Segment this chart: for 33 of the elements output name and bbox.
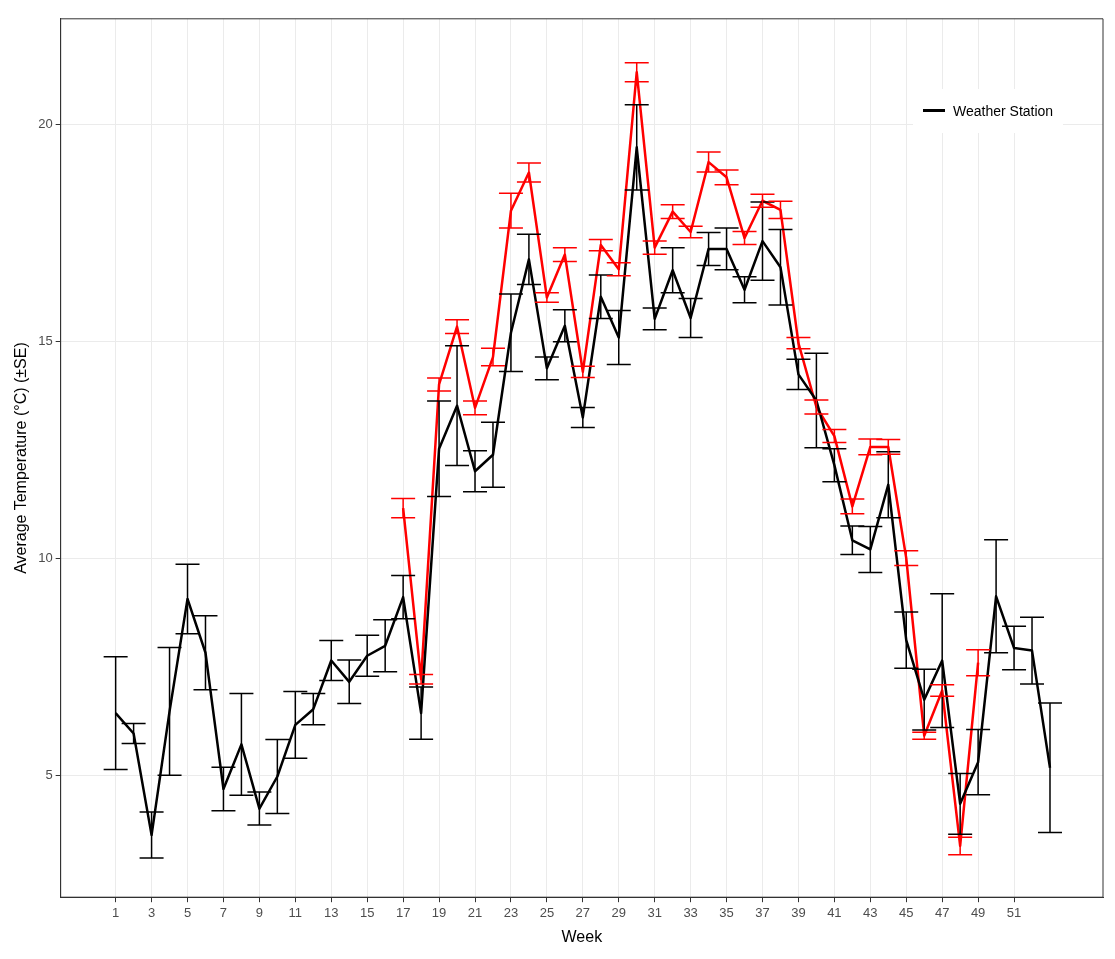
x-tick-label: 7 [219, 904, 228, 920]
x-tick-label: 33 [683, 904, 698, 920]
x-tick-label: 49 [970, 904, 986, 920]
x-tick-label: 47 [934, 904, 950, 920]
legend-label: Weather Station [953, 102, 1054, 119]
x-tick-label: 31 [647, 904, 662, 920]
x-tick-label: 13 [324, 904, 339, 920]
x-tick-label: 21 [467, 904, 483, 920]
y-axis-title: Average Temperature (°C) (±SE) [12, 342, 30, 574]
x-tick-label: 25 [539, 904, 555, 920]
x-tick-label: 11 [288, 904, 303, 920]
y-tick-label: 5 [45, 767, 53, 783]
y-tick-label: 20 [38, 115, 53, 131]
x-tick-label: 37 [755, 904, 770, 920]
x-tick-label: 35 [719, 904, 734, 920]
x-tick-label: 5 [183, 904, 192, 920]
x-tick-label: 19 [431, 904, 447, 920]
x-tick-label: 15 [359, 904, 375, 920]
x-tick-label: 41 [827, 904, 842, 920]
x-tick-label: 1 [112, 904, 120, 920]
x-tick-label: 17 [395, 904, 411, 920]
x-tick-label: 43 [863, 904, 878, 920]
x-tick-label: 27 [575, 904, 591, 920]
y-tick-label: 15 [38, 332, 53, 348]
x-tick-label: 51 [1006, 904, 1022, 920]
y-tick-label: 10 [38, 550, 53, 566]
x-tick-label: 3 [147, 904, 156, 920]
x-tick-label: 9 [255, 904, 264, 920]
x-tick-label: 39 [791, 904, 806, 920]
x-tick-label: 45 [899, 904, 914, 920]
x-tick-label: 29 [611, 904, 626, 920]
x-tick-label: 23 [503, 904, 519, 920]
x-axis-title: Week [561, 927, 604, 945]
